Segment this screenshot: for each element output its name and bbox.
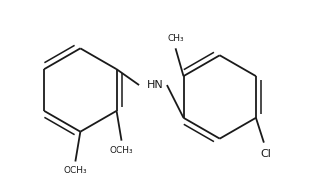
Text: Cl: Cl xyxy=(260,149,271,159)
Text: CH₃: CH₃ xyxy=(167,34,184,43)
Text: OCH₃: OCH₃ xyxy=(64,166,87,175)
Text: HN: HN xyxy=(146,80,163,90)
Text: OCH₃: OCH₃ xyxy=(110,146,133,155)
